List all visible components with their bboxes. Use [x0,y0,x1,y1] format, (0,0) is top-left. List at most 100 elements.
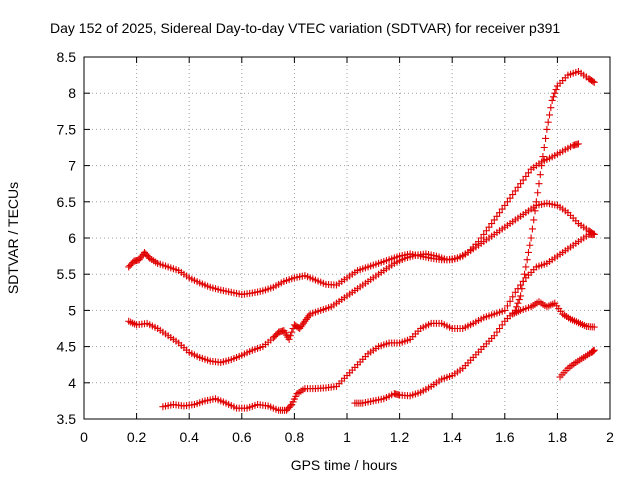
data-point [551,89,559,97]
data-point [522,172,530,180]
x-tick-label: 2 [606,429,614,445]
y-tick-label: 3.5 [57,411,77,427]
data-point [515,296,523,304]
data-point [498,321,506,329]
data-point [514,183,522,191]
x-axis-label: GPS time / hours [291,457,398,473]
data-point [482,227,490,235]
x-tick-label: 0.2 [127,429,147,445]
data-point [543,125,551,133]
data-point [538,162,546,170]
data-point [285,335,293,343]
data-point [517,292,525,300]
data-point [503,198,511,206]
data-point [540,144,548,151]
data-point [589,77,597,85]
y-tick-label: 7.5 [57,121,77,137]
data-point [490,332,498,340]
data-point [506,297,514,305]
y-tick-label: 5.5 [57,266,77,282]
data-point [527,234,535,242]
y-tick-label: 4 [68,375,76,391]
data-point [498,205,506,213]
data-point [485,223,493,231]
series-track-3 [159,230,598,414]
x-tick-label: 0 [80,429,88,445]
data-point [475,238,482,246]
y-tick-label: 8.5 [57,49,77,65]
data-point [528,225,536,233]
data-point [286,402,294,410]
data-point [288,328,296,336]
data-point [546,111,554,119]
data-point [517,281,525,289]
data-point [493,328,501,336]
data-point [522,263,530,271]
data-point [519,176,527,184]
y-axis-label: SDTVAR / TECUs [5,182,21,294]
data-point [503,302,511,310]
data-point [539,153,547,161]
data-point [534,189,542,197]
data-point [521,270,529,278]
x-tick-label: 1.2 [390,429,410,445]
series-track-1 [125,199,598,298]
data-point [488,220,496,228]
data-point [542,134,550,142]
series-track-2 [125,140,582,367]
data-point [532,198,540,206]
y-tick-label: 7 [68,158,76,174]
data-point [519,277,527,285]
x-tick-label: 1 [343,429,351,445]
data-point [496,325,504,332]
x-tick-label: 0.4 [179,429,199,445]
y-tick-label: 8 [68,85,76,101]
y-tick-label: 6.5 [57,194,77,210]
data-point [514,299,522,307]
series-track-5 [509,298,598,331]
x-tick-label: 0.6 [232,429,252,445]
data-point [590,230,598,238]
data-point [524,169,532,177]
data-point [517,180,525,188]
data-point [574,140,582,148]
data-point [496,209,504,217]
data-point [523,256,531,264]
data-point [530,216,538,224]
series-track-6 [556,346,598,381]
grid-layer [84,57,610,419]
chart-title: Day 152 of 2025, Sidereal Day-to-day VTE… [50,20,560,36]
series-track-4 [351,67,598,407]
data-point [493,212,501,220]
data-point [590,78,598,86]
data-point [511,187,519,195]
data-point [544,118,552,126]
y-tick-label: 6 [68,230,76,246]
data-point [509,191,517,199]
series-layer [125,67,598,414]
y-tick-label: 4.5 [57,339,77,355]
data-point [526,241,534,249]
data-point [286,332,294,340]
data-point [506,194,514,202]
data-point [536,171,544,179]
data-point [501,306,509,314]
data-point [511,288,519,296]
data-point [477,234,485,242]
data-point [509,293,517,301]
data-point [552,86,560,94]
data-point [501,201,509,209]
x-tick-label: 1.6 [495,429,515,445]
data-point [547,104,555,112]
data-point [531,207,539,215]
data-point [590,323,598,331]
data-point [549,93,557,101]
x-tick-label: 1.4 [442,429,462,445]
x-tick-label: 0.8 [285,429,305,445]
data-point [535,180,543,188]
data-point [490,216,498,224]
data-point [548,96,556,104]
data-point [524,248,532,256]
tick-layer [83,56,611,420]
